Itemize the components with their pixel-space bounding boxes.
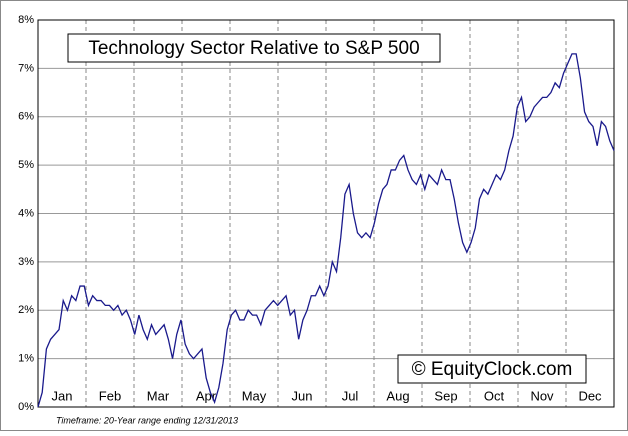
series-line: [37, 53, 615, 408]
y-tick-label: 4%: [18, 207, 34, 219]
x-tick-label: Feb: [99, 388, 121, 403]
y-tick-label: 1%: [18, 353, 34, 365]
x-tick-label: Dec: [578, 388, 602, 403]
x-tick-label: Nov: [530, 388, 554, 403]
x-tick-label: Mar: [147, 388, 170, 403]
x-tick-label: Jul: [342, 388, 359, 403]
watermark-box: [397, 354, 587, 384]
x-tick-label: Apr: [196, 388, 217, 403]
y-tick-label: 5%: [18, 159, 34, 171]
y-tick-label: 2%: [18, 304, 34, 316]
watermark: © EquityClock.com: [412, 359, 573, 380]
x-tick-label: Jun: [292, 388, 313, 403]
x-tick-label: Jan: [52, 388, 73, 403]
plot-area: [37, 19, 615, 408]
y-tick-label: 8%: [18, 14, 34, 26]
x-tick-label: May: [242, 388, 267, 403]
y-tick-label: 0%: [18, 401, 34, 413]
x-tick-label: Aug: [386, 388, 409, 403]
chart-title: Technology Sector Relative to S&P 500: [88, 38, 419, 59]
y-tick-label: 7%: [18, 62, 34, 74]
x-tick-label: Oct: [484, 388, 505, 403]
x-tick-label: Sep: [434, 388, 457, 403]
y-tick-label: 3%: [18, 256, 34, 268]
title-box: [67, 33, 441, 63]
footnote: Timeframe: 20-Year range ending 12/31/20…: [56, 415, 238, 425]
y-tick-label: 6%: [18, 111, 34, 123]
